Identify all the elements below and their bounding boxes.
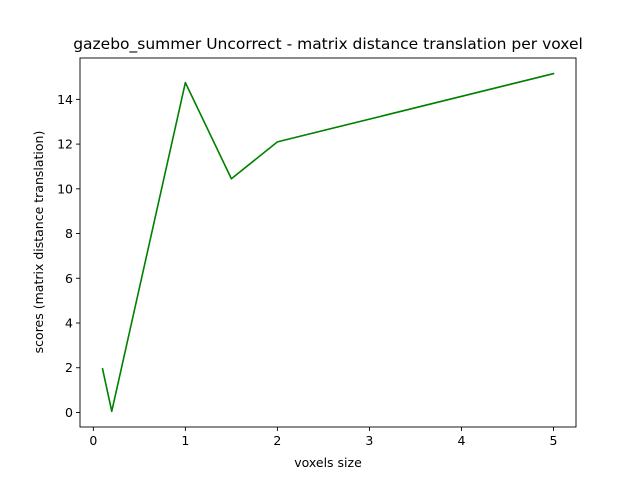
y-tick-label-12: 12	[57, 137, 73, 152]
y-tick-label-0: 0	[65, 405, 73, 420]
x-axis-label: voxels size	[294, 455, 362, 470]
y-axis-label: scores (matrix distance translation)	[31, 131, 46, 354]
plot-frame	[79, 57, 577, 428]
chart-title: gazebo_summer Uncorrect - matrix distanc…	[73, 35, 583, 54]
y-tick-label-8: 8	[65, 226, 73, 241]
y-tick-label-4: 4	[65, 316, 73, 331]
x-tick-label-2: 2	[273, 433, 281, 448]
y-tick-label-10: 10	[57, 181, 73, 196]
x-tick-label-5: 5	[549, 433, 557, 448]
series-line-0	[101, 72, 555, 413]
x-tick-label-4: 4	[457, 433, 465, 448]
x-tick-label-0: 0	[89, 433, 97, 448]
y-tick-label-2: 2	[65, 360, 73, 375]
x-tick-label-1: 1	[181, 433, 189, 448]
y-tick-label-14: 14	[57, 92, 73, 107]
y-tick-label-6: 6	[65, 271, 73, 286]
x-tick-label-3: 3	[365, 433, 373, 448]
